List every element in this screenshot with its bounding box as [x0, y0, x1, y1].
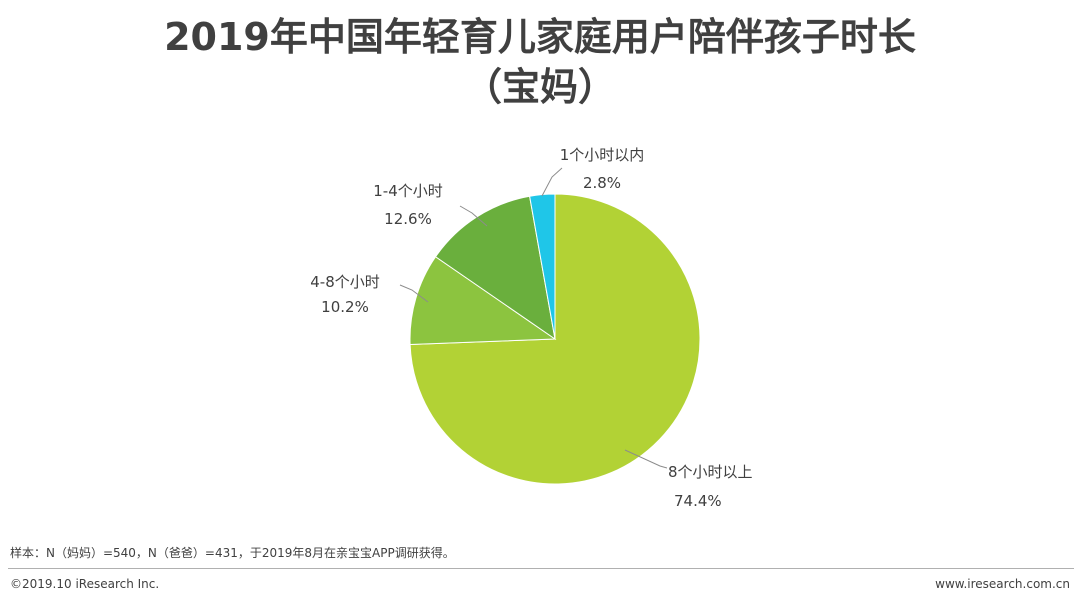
- leader-line: [459, 205, 488, 227]
- copyright-text: ©2019.10 iResearch Inc.: [10, 577, 160, 591]
- pie-chart: 8个小时以上 74.4% 4-8个小时 10.2% 1-4个小时 12.6% 1个小时以内 2…: [310, 146, 752, 510]
- pie-slices: [409, 193, 701, 485]
- slice-value-label: 74.4%: [674, 492, 722, 510]
- slice-value-label: 2.8%: [583, 174, 621, 192]
- sample-footnote: 样本：N（妈妈）=540，N（爸爸）=431，于2019年8月在亲宝宝APP调研…: [10, 546, 455, 560]
- chart-title-line2: （宝妈）: [463, 65, 616, 109]
- slice-category-label: 1个小时以内: [560, 146, 645, 164]
- chart-title-line1: 2019年中国年轻育儿家庭用户陪伴孩子时长: [164, 15, 916, 59]
- slice-labels: 8个小时以上 74.4% 4-8个小时 10.2% 1-4个小时 12.6% 1个小时以内 2…: [310, 146, 752, 510]
- slice-category-label: 1-4个小时: [373, 182, 443, 200]
- leader-lines: [399, 167, 668, 469]
- slice-category-label: 8个小时以上: [668, 463, 753, 481]
- leader-line: [624, 449, 668, 469]
- slice-category-label: 4-8个小时: [310, 273, 380, 291]
- slice-value-label: 12.6%: [384, 210, 432, 228]
- footer-divider: [8, 568, 1074, 569]
- leader-line: [399, 284, 429, 303]
- slice-value-label: 10.2%: [321, 298, 369, 316]
- pie-slice: [409, 256, 557, 345]
- website-link[interactable]: www.iresearch.com.cn: [935, 577, 1070, 591]
- leader-line: [541, 167, 563, 197]
